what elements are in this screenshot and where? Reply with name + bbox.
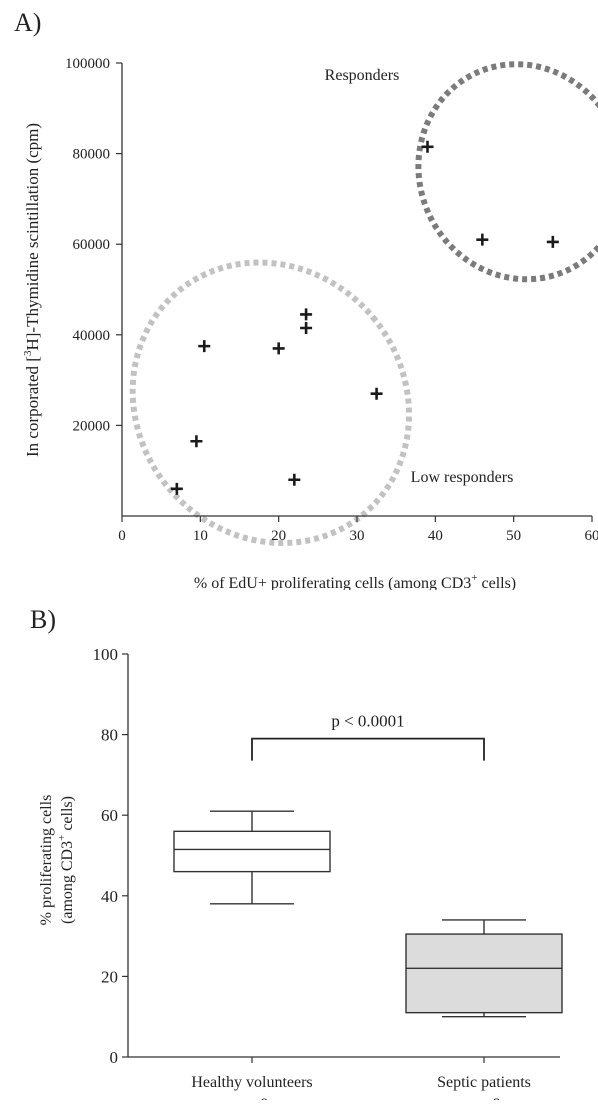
x-tick-label: 0 [118,528,126,544]
iqr-box [405,933,563,1014]
data-point [190,435,203,448]
data-point [300,322,313,335]
y-tick-label: 100000 [65,56,110,72]
data-point [421,140,434,153]
y-tick-label: 20000 [73,418,111,434]
y-axis-label-line2: (among CD3+ cells) [56,796,76,924]
data-point [170,482,183,495]
data-point [272,342,285,355]
iqr-box [173,830,331,873]
data-point [288,473,301,486]
p-value-label: p < 0.0001 [331,712,404,731]
responders-ellipse [415,61,598,283]
y-axis-label: In corporated [3H]-Thymidine scintillati… [22,123,42,457]
data-point [546,235,559,248]
data-point [198,340,211,353]
x-axis-label: % of EdU+ proliferating cells (among CD3… [194,572,516,590]
y-tick-label: 20 [101,967,118,986]
panel-label-a: A) [14,8,41,37]
y-axis-label-line1: % proliferating cells [38,795,55,926]
data-point [370,387,383,400]
data-point [476,233,489,246]
scatter-chart: A) In corporated [3H]-Thymidine scintill… [14,8,598,590]
low-responders-ellipse [129,259,412,546]
panel-label-b: B) [30,605,56,634]
category-label: Healthy volunteers [191,1074,312,1091]
y-tick-label: 40000 [73,328,111,344]
y-tick-label: 60000 [73,237,111,253]
box-plot-chart: B) % proliferating cells (among CD3+ cel… [30,605,563,1100]
x-tick-label: 20 [271,528,286,544]
significance-bracket [251,737,485,761]
category-label: Septic patients [437,1074,531,1091]
y-tick-label: 0 [110,1048,119,1067]
y-tick-label: 40 [101,887,118,906]
x-tick-label: 30 [350,528,365,544]
low-responders-label: Low responders [411,469,514,486]
y-tick-label: 60 [101,806,118,825]
x-tick-label: 60 [585,528,598,544]
y-tick-label: 80000 [73,147,111,163]
responders-label: Responders [325,67,400,84]
y-tick-label: 80 [101,726,118,745]
x-tick-label: 40 [428,528,443,544]
x-tick-label: 50 [506,528,521,544]
x-tick-label: 10 [193,528,208,544]
y-tick-label: 100 [93,645,119,664]
data-point [300,308,313,321]
sample-size-label: n = 8 [467,1096,500,1100]
sample-size-label: n = 9 [235,1096,268,1100]
